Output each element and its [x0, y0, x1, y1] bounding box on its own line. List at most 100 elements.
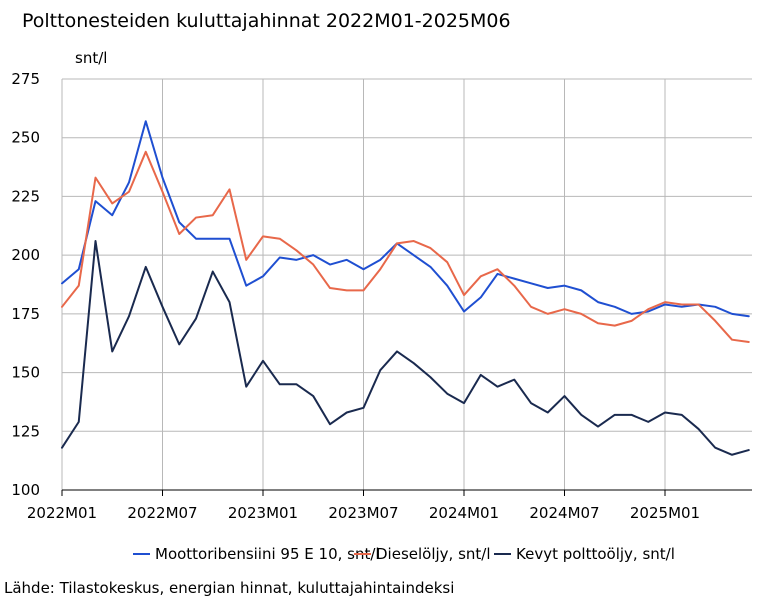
- data-point: [614, 306, 616, 308]
- data-point: [513, 379, 515, 381]
- data-point: [145, 120, 147, 122]
- y-tick-label: 225: [11, 187, 40, 205]
- legend-label-1: Dieselöljy, snt/l: [376, 545, 491, 563]
- data-point: [547, 287, 549, 289]
- data-point: [580, 414, 582, 416]
- data-point: [61, 447, 63, 449]
- axes: 100 125 150 175 200 225 250 275 2022M01 2022M07 20…: [11, 70, 752, 522]
- x-tick-label: 2022M01: [27, 504, 97, 522]
- data-point: [580, 313, 582, 315]
- data-point: [497, 386, 499, 388]
- data-point: [430, 376, 432, 378]
- data-point: [463, 311, 465, 313]
- data-point: [212, 271, 214, 273]
- data-point: [580, 289, 582, 291]
- data-point: [480, 374, 482, 376]
- chart-title: Polttonesteiden kuluttajahinnat 2022M01-…: [22, 10, 511, 32]
- data-point: [597, 322, 599, 324]
- data-point: [95, 177, 97, 179]
- data-point: [178, 221, 180, 223]
- data-point: [329, 423, 331, 425]
- data-point: [513, 285, 515, 287]
- data-point: [714, 320, 716, 322]
- data-point: [430, 247, 432, 249]
- legend-label-0: Moottoribensiini 95 E 10, snt/l: [155, 545, 380, 563]
- data-point: [162, 191, 164, 193]
- data-point: [128, 315, 130, 317]
- data-point: [463, 294, 465, 296]
- data-point: [379, 369, 381, 371]
- data-point: [647, 308, 649, 310]
- data-point: [245, 386, 247, 388]
- data-point: [714, 447, 716, 449]
- data-point: [614, 325, 616, 327]
- data-point: [279, 383, 281, 385]
- data-point: [229, 188, 231, 190]
- series-line-1: [61, 150, 750, 344]
- x-tick-label: 2023M01: [228, 504, 298, 522]
- data-point: [245, 285, 247, 287]
- x-tick-label: 2024M07: [529, 504, 599, 522]
- data-point: [681, 303, 683, 305]
- y-tick-label: 275: [11, 70, 40, 88]
- data-point: [413, 240, 415, 242]
- data-point: [480, 275, 482, 277]
- data-point: [363, 289, 365, 291]
- data-point: [698, 303, 700, 305]
- data-point: [195, 238, 197, 240]
- data-point: [363, 268, 365, 270]
- data-point: [631, 414, 633, 416]
- data-point: [564, 308, 566, 310]
- data-point: [547, 411, 549, 413]
- data-point: [430, 266, 432, 268]
- data-point: [145, 151, 147, 153]
- data-point: [262, 275, 264, 277]
- data-point: [748, 315, 750, 317]
- data-point: [597, 426, 599, 428]
- data-point: [229, 301, 231, 303]
- x-tick-label: 2025M01: [630, 504, 700, 522]
- legend: Moottoribensiini 95 E 10, snt/lDieselölj…: [133, 545, 675, 563]
- grid: [61, 78, 752, 490]
- data-point: [78, 421, 80, 423]
- data-point: [262, 235, 264, 237]
- data-point: [597, 301, 599, 303]
- data-point: [61, 306, 63, 308]
- y-tick-label: 250: [11, 129, 40, 147]
- data-point: [681, 306, 683, 308]
- y-axis-unit-label: snt/l: [75, 49, 107, 67]
- data-point: [212, 214, 214, 216]
- data-point: [631, 313, 633, 315]
- data-point: [631, 320, 633, 322]
- data-point: [731, 313, 733, 315]
- data-point: [128, 181, 130, 183]
- data-point: [229, 238, 231, 240]
- data-point: [346, 289, 348, 291]
- data-point: [312, 264, 314, 266]
- data-point: [497, 268, 499, 270]
- data-point: [714, 306, 716, 308]
- data-point: [731, 454, 733, 456]
- y-tick-label: 150: [11, 364, 40, 382]
- data-point: [78, 268, 80, 270]
- data-point: [446, 285, 448, 287]
- data-point: [664, 303, 666, 305]
- data-point: [614, 414, 616, 416]
- data-point: [312, 395, 314, 397]
- data-point: [128, 191, 130, 193]
- data-point: [78, 285, 80, 287]
- x-tick-label: 2022M07: [127, 504, 197, 522]
- data-point: [513, 278, 515, 280]
- data-point: [480, 296, 482, 298]
- data-point: [145, 266, 147, 268]
- data-point: [463, 402, 465, 404]
- data-point: [530, 282, 532, 284]
- data-point: [379, 268, 381, 270]
- data-point: [95, 240, 97, 242]
- data-point: [329, 287, 331, 289]
- data-point: [530, 402, 532, 404]
- data-point: [279, 238, 281, 240]
- data-point: [698, 428, 700, 430]
- legend-label-2: Kevyt polttoöljy, snt/l: [516, 545, 675, 563]
